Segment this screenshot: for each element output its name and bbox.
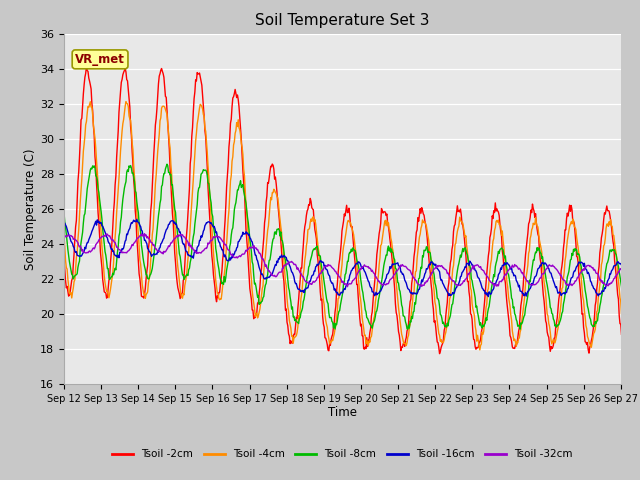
Tsoil -32cm	[240, 252, 248, 257]
Tsoil -16cm	[484, 294, 492, 300]
Tsoil -8cm	[60, 209, 68, 215]
Tsoil -4cm	[269, 190, 277, 195]
Tsoil -32cm	[458, 281, 465, 287]
Tsoil -4cm	[131, 173, 138, 179]
Tsoil -2cm	[131, 187, 138, 193]
Tsoil -2cm	[436, 351, 444, 357]
Tsoil -16cm	[240, 231, 248, 237]
Tsoil -32cm	[141, 231, 148, 237]
Tsoil -32cm	[424, 277, 432, 283]
Title: Soil Temperature Set 3: Soil Temperature Set 3	[255, 13, 429, 28]
Tsoil -8cm	[292, 316, 300, 322]
Tsoil -16cm	[423, 266, 431, 272]
Tsoil -8cm	[456, 252, 464, 258]
X-axis label: Time: Time	[328, 407, 357, 420]
Tsoil -4cm	[240, 166, 248, 172]
Tsoil -32cm	[292, 262, 300, 267]
Tsoil -16cm	[292, 281, 300, 287]
Line: Tsoil -4cm: Tsoil -4cm	[64, 102, 640, 350]
Tsoil -8cm	[516, 326, 524, 332]
Tsoil -8cm	[269, 236, 277, 242]
Tsoil -2cm	[83, 64, 90, 70]
Tsoil -32cm	[269, 273, 277, 279]
Tsoil -8cm	[240, 188, 248, 194]
Tsoil -4cm	[456, 218, 464, 224]
Tsoil -2cm	[269, 162, 277, 168]
Tsoil -4cm	[476, 347, 484, 353]
Tsoil -2cm	[60, 258, 68, 264]
Tsoil -4cm	[423, 228, 431, 234]
Line: Tsoil -16cm: Tsoil -16cm	[64, 219, 640, 297]
Tsoil -4cm	[60, 233, 68, 239]
Tsoil -4cm	[122, 99, 130, 105]
Tsoil -8cm	[423, 244, 431, 250]
Tsoil -2cm	[292, 323, 300, 329]
Tsoil -2cm	[240, 180, 248, 185]
Line: Tsoil -8cm: Tsoil -8cm	[64, 164, 640, 329]
Y-axis label: Soil Temperature (C): Soil Temperature (C)	[24, 148, 37, 270]
Line: Tsoil -32cm: Tsoil -32cm	[64, 234, 640, 287]
Tsoil -16cm	[133, 216, 141, 222]
Tsoil -2cm	[458, 212, 465, 217]
Tsoil -8cm	[130, 174, 138, 180]
Line: Tsoil -2cm: Tsoil -2cm	[64, 67, 640, 354]
Tsoil -32cm	[344, 284, 351, 289]
Tsoil -2cm	[423, 235, 431, 240]
Tsoil -4cm	[292, 334, 300, 339]
Tsoil -32cm	[130, 241, 138, 247]
Text: VR_met: VR_met	[75, 53, 125, 66]
Tsoil -16cm	[130, 217, 138, 223]
Tsoil -16cm	[60, 221, 68, 227]
Tsoil -16cm	[456, 274, 464, 279]
Tsoil -8cm	[163, 161, 171, 167]
Tsoil -16cm	[269, 269, 277, 275]
Legend: Tsoil -2cm, Tsoil -4cm, Tsoil -8cm, Tsoil -16cm, Tsoil -32cm: Tsoil -2cm, Tsoil -4cm, Tsoil -8cm, Tsoi…	[108, 445, 577, 464]
Tsoil -32cm	[60, 236, 68, 242]
